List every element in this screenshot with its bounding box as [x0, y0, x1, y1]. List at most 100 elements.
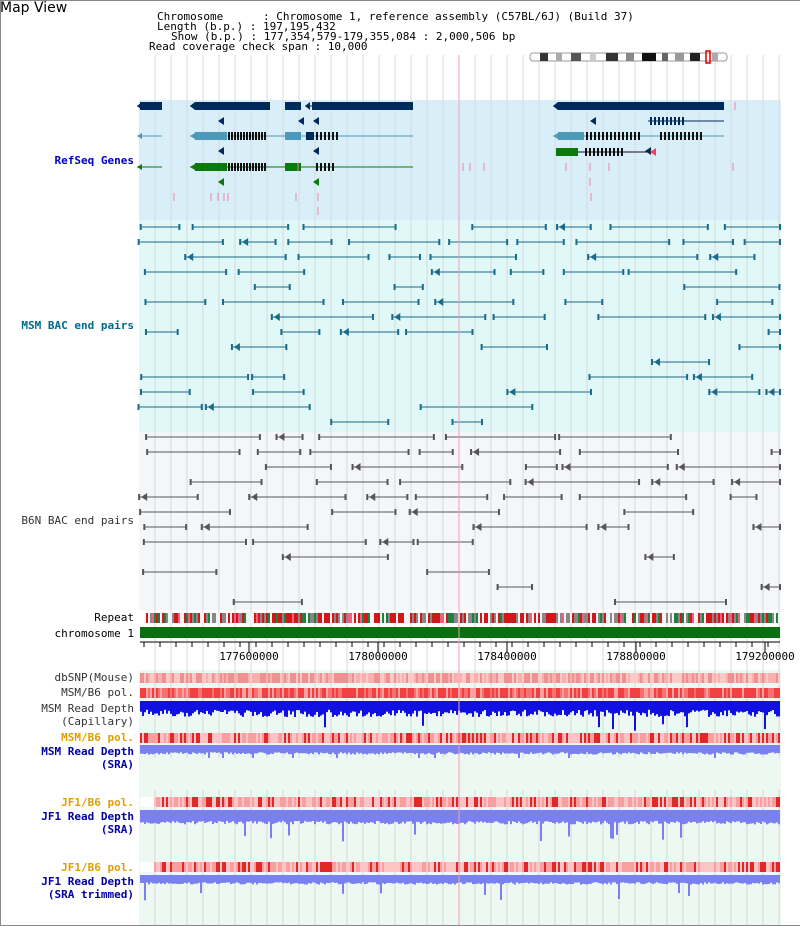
depth-bar — [272, 810, 274, 825]
track-label-refseq[interactable]: RefSeq Genes — [54, 154, 134, 167]
depth-bar — [352, 810, 354, 824]
heatmap-cell — [638, 688, 640, 698]
track-label-msm-b6-pol[interactable]: MSM/B6 pol. — [61, 686, 134, 699]
heatmap-cell — [186, 862, 188, 872]
heatmap-cell — [346, 733, 348, 743]
heatmap-cell — [214, 862, 216, 872]
heatmap-cell — [342, 688, 344, 698]
depth-bar — [448, 701, 450, 714]
depth-bar — [152, 810, 154, 824]
depth-bar — [170, 701, 172, 714]
depth-bar — [480, 701, 482, 715]
heatmap-cell — [586, 673, 588, 683]
bac-arrow — [187, 253, 194, 261]
heatmap-cell — [574, 673, 576, 683]
chromosome-info: Chromosome : Chromosome 1, reference ass… — [157, 10, 634, 23]
heatmap-cell — [462, 862, 464, 872]
heatmap-cell — [734, 673, 736, 683]
heatmap-cell — [354, 797, 356, 807]
heatmap-cell — [516, 733, 518, 743]
depth-bar — [428, 701, 430, 713]
depth-bar — [182, 875, 184, 884]
repeat-element — [762, 613, 764, 623]
track-label-jf1-depth-sra[interactable]: JF1 Read Depth — [41, 810, 134, 823]
depth-bar — [506, 810, 508, 825]
heatmap-cell — [156, 688, 158, 698]
track-label-jf1-depth-trim[interactable]: JF1 Read Depth — [41, 875, 134, 888]
heatmap-cell — [334, 797, 336, 807]
depth-bar — [530, 810, 532, 822]
heatmap-cell — [616, 862, 618, 872]
heatmap-cell — [244, 797, 246, 807]
heatmap-cell — [228, 688, 230, 698]
refseq-genes[interactable] — [137, 102, 736, 215]
heatmap-cell — [182, 673, 184, 683]
track-label-chromosome[interactable]: chromosome 1 — [54, 627, 134, 640]
heatmap-cell — [678, 673, 680, 683]
depth-bar — [520, 875, 522, 884]
b6n-bac-pairs[interactable] — [138, 433, 781, 605]
track-label-msm-depth-cap[interactable]: MSM Read Depth — [41, 702, 134, 715]
heatmap-cell — [494, 733, 496, 743]
depth-bar — [676, 875, 678, 884]
repeat-element — [548, 613, 550, 623]
heatmap-cell — [686, 673, 688, 683]
heatmap-tracks[interactable] — [140, 673, 780, 901]
track-label-jf1-b6-pol-2[interactable]: JF1/B6 pol. — [61, 861, 134, 874]
depth-bar — [332, 810, 334, 823]
depth-bar — [580, 701, 582, 715]
track-label-msm-b6-pol-2[interactable]: MSM/B6 pol. — [61, 731, 134, 744]
track-label-jf1-b6-pol[interactable]: JF1/B6 pol. — [61, 796, 134, 809]
depth-bar — [454, 875, 456, 885]
chromosome-ideogram[interactable] — [529, 50, 728, 64]
depth-bar — [340, 875, 342, 885]
depth-bar — [532, 875, 534, 883]
depth-bar — [616, 745, 618, 753]
heatmap-cell — [732, 862, 734, 872]
heatmap-cell — [742, 797, 744, 807]
track-label-msm-depth-sra[interactable]: MSM Read Depth — [41, 745, 134, 758]
depth-bar — [526, 810, 528, 824]
depth-bar — [258, 701, 260, 715]
depth-bar — [700, 810, 702, 823]
repeat-element — [284, 613, 286, 623]
depth-bar — [472, 745, 474, 755]
depth-bar — [270, 810, 272, 839]
depth-bar — [396, 875, 398, 883]
heatmap-cell — [734, 688, 736, 698]
depth-bar — [146, 810, 148, 823]
depth-bar — [170, 810, 172, 824]
heatmap-cell — [228, 733, 230, 743]
repeat-track[interactable] — [144, 613, 780, 623]
heatmap-cell — [394, 673, 396, 683]
repeat-element — [296, 613, 298, 623]
repeat-element — [446, 613, 448, 623]
depth-bar — [510, 810, 512, 825]
repeat-element — [516, 613, 518, 623]
gene-exon — [662, 117, 664, 125]
depth-bar — [470, 745, 472, 753]
heatmap-cell — [646, 673, 648, 683]
depth-bar — [472, 810, 474, 823]
heatmap-cell — [770, 688, 772, 698]
chromosome-bar[interactable] — [140, 627, 780, 638]
heatmap-cell — [346, 797, 348, 807]
heatmap-cell — [276, 862, 278, 872]
heatmap-cell — [430, 733, 432, 743]
depth-bar — [210, 745, 212, 753]
depth-bar — [706, 810, 708, 822]
repeat-element — [144, 613, 146, 623]
heatmap-cell — [548, 797, 550, 807]
msm-bac-pairs[interactable] — [137, 223, 781, 425]
track-label-msm-bac[interactable]: MSM BAC end pairs — [21, 319, 134, 332]
depth-bar — [192, 875, 194, 885]
track-label-repeat[interactable]: Repeat — [94, 611, 134, 624]
heatmap-cell — [410, 733, 412, 743]
track-label-dbsnp[interactable]: dbSNP(Mouse) — [54, 671, 134, 684]
track-label-b6n-bac[interactable]: B6N BAC end pairs — [21, 514, 134, 527]
heatmap-cell — [162, 673, 164, 683]
heatmap-cell — [432, 733, 434, 743]
depth-bar — [532, 810, 534, 823]
depth-bar — [474, 745, 476, 754]
